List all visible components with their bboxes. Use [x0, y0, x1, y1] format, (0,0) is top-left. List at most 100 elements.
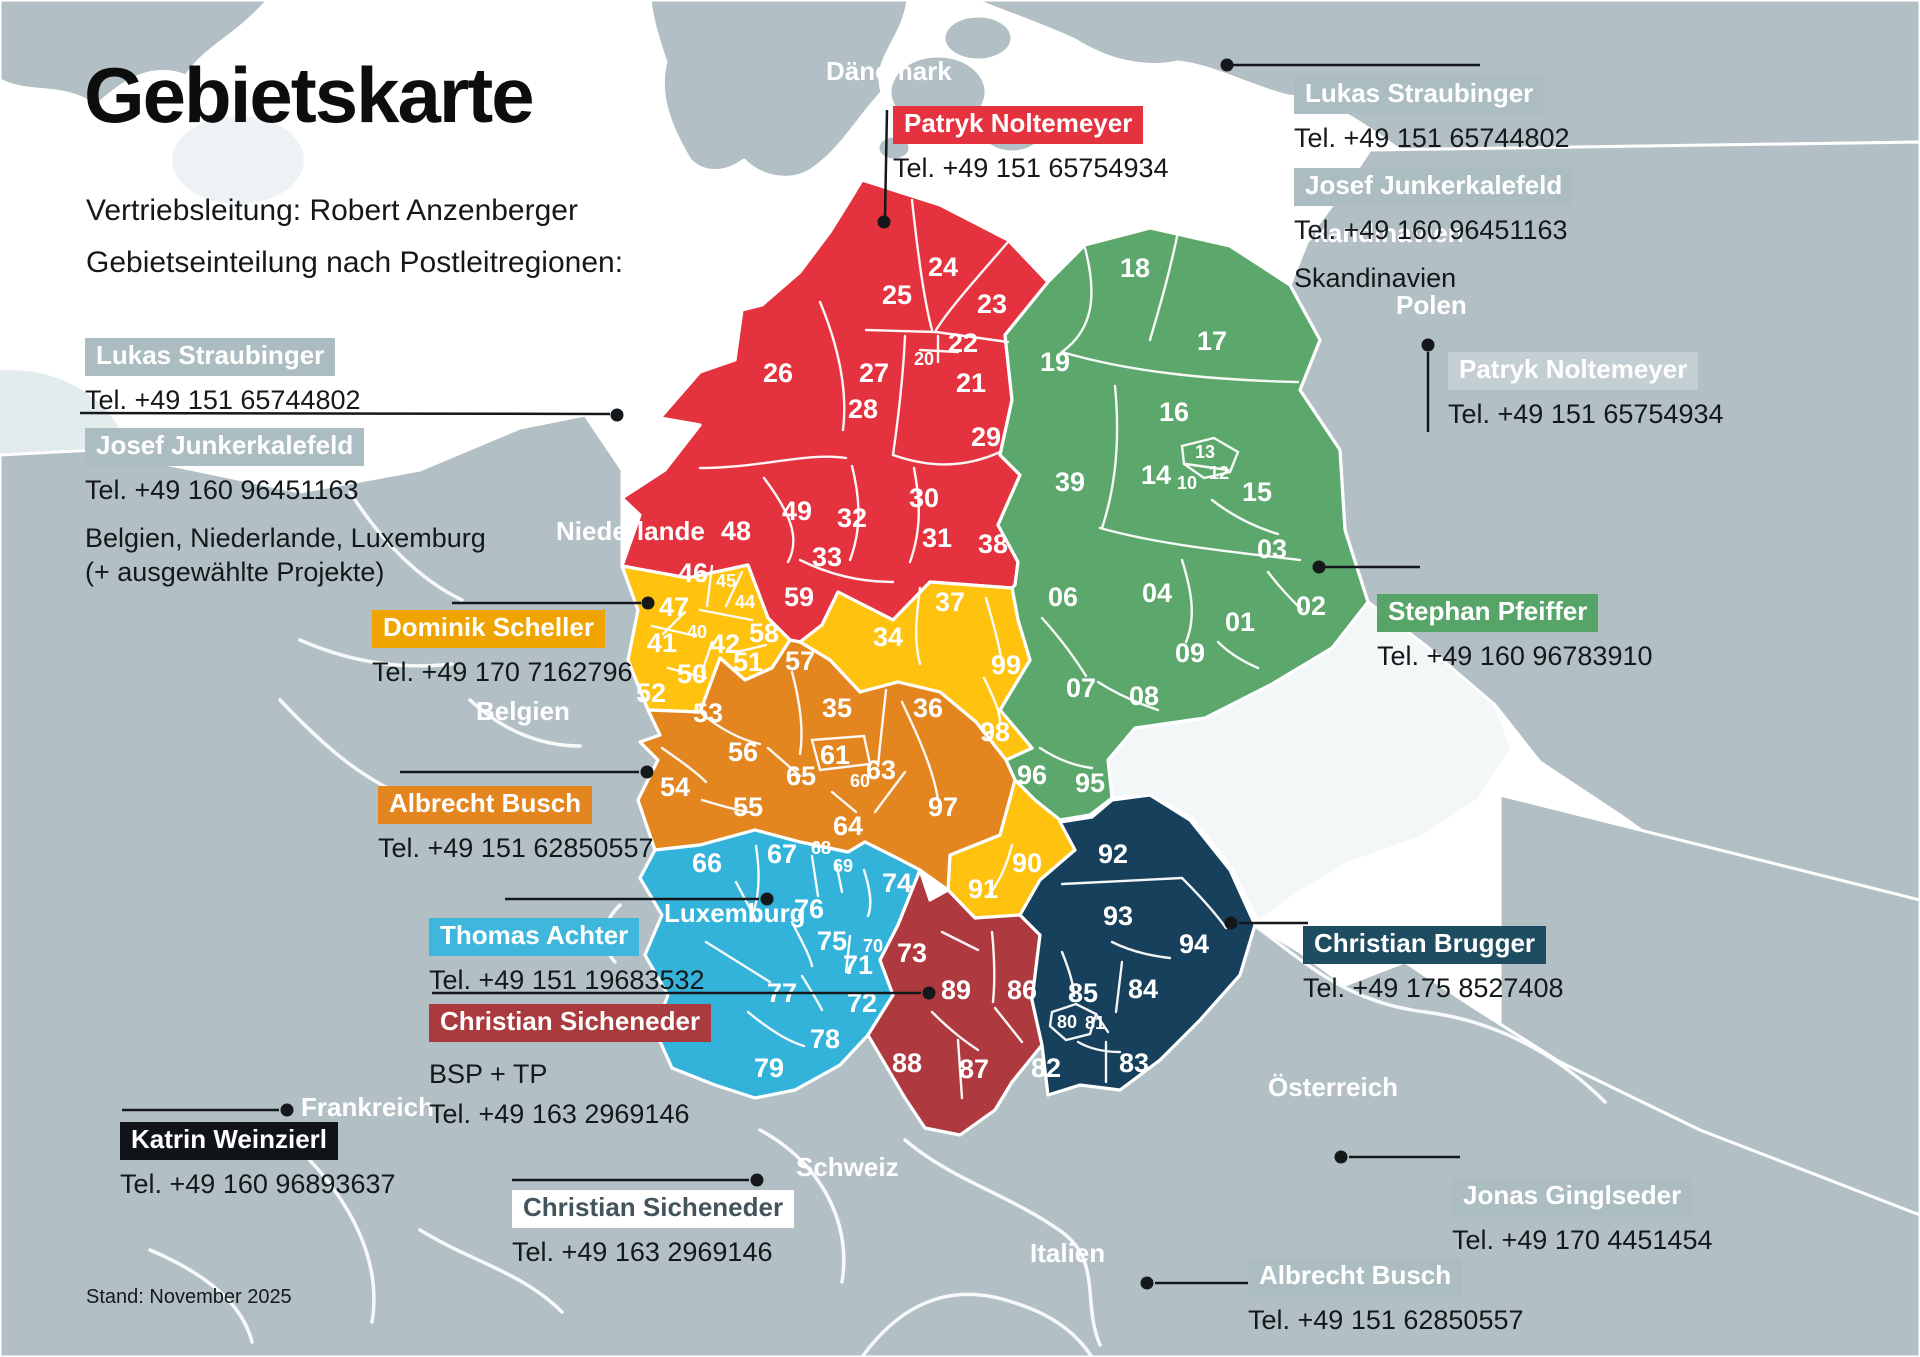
country-label-schweiz: Schweiz: [796, 1152, 899, 1182]
postal-region-46: 46: [678, 558, 708, 588]
contact-phone: Tel. +49 151 65754934: [1448, 399, 1724, 430]
territory-darkred: [866, 868, 1044, 1137]
postal-region-49: 49: [782, 496, 812, 526]
contact-phone: Tel. +49 163 2969146: [429, 1099, 690, 1130]
stand-date: Stand: November 2025: [86, 1286, 292, 1308]
contact-achter: Thomas Achter Tel. +49 151 19683532: [429, 918, 705, 996]
postal-region-85: 85: [1068, 978, 1098, 1008]
territory-navy: [1018, 793, 1257, 1097]
contact-sicheneder-schweiz: Christian Sicheneder Tel. +49 163 2969146: [512, 1190, 795, 1268]
contact-phone: Tel. +49 151 65744802: [1294, 123, 1570, 154]
postal-region-65: 65: [786, 761, 816, 791]
contact-name-badge: Patryk Noltemeyer: [1448, 352, 1699, 391]
postal-region-17: 17: [1197, 326, 1227, 356]
postal-borders: [650, 198, 1304, 1100]
postal-region-55: 55: [733, 792, 763, 822]
country-label-österreich: Österreich: [1268, 1072, 1398, 1102]
land-uk: [0, 0, 270, 108]
contact-name-badge: Josef Junkerkalefeld: [85, 428, 365, 467]
contact-name-badge: Stephan Pfeiffer: [1377, 594, 1599, 633]
contact-straubinger-west: Lukas Straubinger Tel. +49 151 65744802: [85, 338, 361, 416]
territory-orange: [636, 638, 1017, 892]
contact-junkerkalefeld-west: Josef Junkerkalefeld Tel. +49 160 9645116…: [85, 428, 486, 588]
postal-region-07: 07: [1066, 673, 1096, 703]
postal-region-58: 58: [749, 618, 779, 648]
postal-region-10: 10: [1177, 473, 1197, 493]
postal-region-39: 39: [1055, 467, 1085, 497]
postal-region-47: 47: [659, 592, 689, 622]
land-denmark: [648, 0, 910, 179]
postal-region-22: 22: [948, 328, 978, 358]
contact-scheller: Dominik Scheller Tel. +49 170 7162796: [372, 610, 632, 688]
postal-region-29: 29: [971, 422, 1001, 452]
contact-phone: Tel. +49 160 96783910: [1377, 641, 1653, 672]
country-label-belgien: Belgien: [476, 696, 570, 726]
postal-region-18: 18: [1120, 253, 1150, 283]
contact-name-badge: Jonas Ginglseder: [1452, 1178, 1693, 1217]
postal-region-94: 94: [1179, 929, 1209, 959]
leader-line: [79, 411, 611, 416]
postal-region-71: 71: [843, 950, 873, 980]
postal-region-42: 42: [710, 629, 740, 659]
postal-region-36: 36: [913, 693, 943, 723]
contact-phone: Tel. +49 160 96451163: [85, 475, 359, 506]
contact-weinzierl: Katrin Weinzierl Tel. +49 160 96893637: [120, 1122, 396, 1200]
postal-region-66: 66: [692, 848, 722, 878]
postal-region-93: 93: [1103, 901, 1133, 931]
territory-green: [996, 226, 1370, 822]
postal-region-56: 56: [728, 737, 758, 767]
postal-region-28: 28: [848, 394, 878, 424]
postal-region-99: 99: [991, 650, 1021, 680]
postal-region-51: 51: [733, 647, 763, 677]
country-label-frankreich: Frankreich: [301, 1092, 434, 1122]
postal-region-79: 79: [754, 1053, 784, 1083]
postal-region-57: 57: [785, 646, 815, 676]
postal-region-40: 40: [687, 622, 707, 642]
contact-name-badge: Thomas Achter: [429, 918, 640, 957]
contact-name-badge: Albrecht Busch: [1248, 1258, 1463, 1297]
contact-name-badge: Katrin Weinzierl: [120, 1122, 339, 1161]
postal-region-63: 63: [866, 755, 896, 785]
leader-dots: [280, 58, 1435, 1290]
contact-name-badge: Christian Brugger: [1303, 926, 1547, 965]
contact-note: Skandinavien: [1294, 263, 1457, 294]
postal-region-37: 37: [935, 587, 965, 617]
contact-phone: Tel. +49 160 96451163: [1294, 215, 1568, 246]
postal-region-20: 20: [914, 349, 934, 369]
postal-region-53: 53: [693, 698, 723, 728]
territories: [620, 178, 1370, 1137]
postal-region-96: 96: [1017, 760, 1047, 790]
postal-region-30: 30: [909, 483, 939, 513]
postal-region-01: 01: [1225, 607, 1255, 637]
postal-region-24: 24: [928, 252, 958, 282]
postal-region-06: 06: [1048, 582, 1078, 612]
postal-region-91: 91: [968, 874, 998, 904]
postal-region-90: 90: [1012, 848, 1042, 878]
postal-region-16: 16: [1159, 397, 1189, 427]
postal-region-74: 74: [882, 868, 912, 898]
postal-region-48: 48: [721, 516, 751, 546]
contact-phone: Tel. +49 151 62850557: [378, 833, 654, 864]
contact-sicheneder-main: Christian Sicheneder BSP + TP Tel. +49 163…: [429, 1004, 712, 1130]
contact-straubinger-junkerkalefeld-skandinavien: Lukas Straubinger Tel. +49 151 65744802 Jo…: [1294, 76, 1574, 294]
postal-region-59: 59: [784, 582, 814, 612]
country-label-niederlande: Niederlande: [556, 516, 705, 546]
country-label-italien: Italien: [1030, 1238, 1105, 1268]
postal-region-44: 44: [735, 592, 755, 612]
postal-region-73: 73: [897, 938, 927, 968]
postal-region-02: 02: [1296, 591, 1326, 621]
contact-phone: Tel. +49 151 19683532: [429, 965, 705, 996]
postal-region-82: 82: [1031, 1053, 1061, 1083]
rivers-borders: [148, 490, 1607, 1357]
postal-region-50: 50: [677, 659, 707, 689]
contact-busch-west: Albrecht Busch Tel. +49 151 62850557: [378, 786, 654, 864]
contact-name-badge: Josef Junkerkalefeld: [1294, 168, 1574, 207]
postal-region-14: 14: [1141, 460, 1171, 490]
postal-region-41: 41: [647, 628, 677, 658]
postal-region-09: 09: [1175, 638, 1205, 668]
postal-region-68: 68: [811, 838, 831, 858]
postal-region-88: 88: [892, 1048, 922, 1078]
coastal-shallow: [172, 116, 304, 204]
